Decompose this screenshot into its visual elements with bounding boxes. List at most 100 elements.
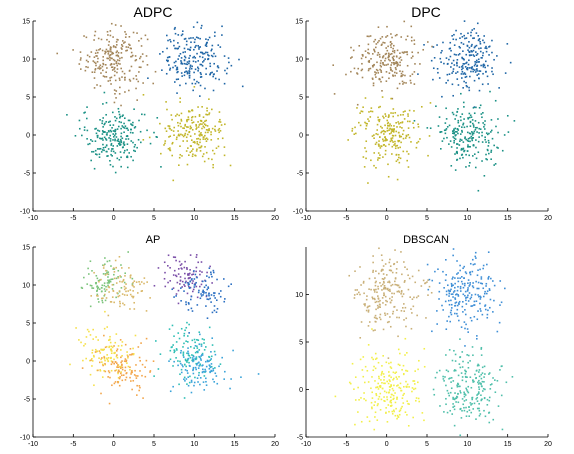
scatter-point xyxy=(396,385,398,387)
scatter-point xyxy=(467,117,470,120)
scatter-point xyxy=(108,130,110,133)
scatter-point xyxy=(395,271,398,274)
scatter-point xyxy=(94,30,97,33)
scatter-point xyxy=(203,52,206,55)
y-tick-label: 10 xyxy=(295,57,303,64)
scatter-point xyxy=(461,376,464,378)
scatter-point xyxy=(377,41,379,44)
scatter-point xyxy=(484,290,486,293)
scatter-point xyxy=(109,34,112,37)
scatter-point xyxy=(123,72,126,75)
scatter-point xyxy=(205,380,207,383)
scatter-point xyxy=(120,104,122,107)
scatter-point xyxy=(219,46,222,48)
scatter-point xyxy=(390,64,392,66)
scatter-point xyxy=(483,123,486,126)
scatter-point xyxy=(431,330,433,333)
scatter-point xyxy=(193,86,196,88)
scatter-point xyxy=(109,48,112,50)
scatter-point xyxy=(91,357,93,360)
scatter-point xyxy=(197,60,200,62)
scatter-point xyxy=(94,282,97,284)
scatter-point xyxy=(190,150,193,152)
scatter-point xyxy=(214,292,216,294)
scatter-point xyxy=(398,364,401,367)
scatter-point xyxy=(199,273,201,276)
scatter-point xyxy=(120,25,122,27)
scatter-point xyxy=(194,57,197,59)
scatter-point xyxy=(497,405,500,407)
scatter-point xyxy=(118,59,121,62)
scatter-point xyxy=(110,345,113,348)
scatter-point xyxy=(461,305,464,308)
scatter-point xyxy=(468,89,471,92)
scatter-point xyxy=(203,291,205,293)
scatter-point xyxy=(210,363,213,365)
scatter-point xyxy=(111,66,114,68)
scatter-point xyxy=(128,89,130,92)
scatter-point xyxy=(369,116,372,118)
scatter-point xyxy=(382,373,385,375)
scatter-point xyxy=(138,119,140,122)
scatter-point xyxy=(190,119,193,122)
scatter-point xyxy=(205,124,207,127)
scatter-point xyxy=(386,300,388,303)
scatter-point xyxy=(115,369,118,371)
scatter-point xyxy=(497,131,499,134)
y-tick-label: 10 xyxy=(22,57,30,64)
scatter-point xyxy=(208,364,211,366)
scatter-point xyxy=(386,380,388,383)
scatter-point xyxy=(177,360,179,362)
scatter-point xyxy=(192,369,194,372)
scatter-point xyxy=(101,65,104,68)
scatter-point xyxy=(458,300,461,303)
scatter-point xyxy=(376,419,379,421)
scatter-point xyxy=(391,61,393,64)
scatter-point xyxy=(377,152,380,154)
scatter-point xyxy=(192,358,195,361)
scatter-point xyxy=(176,92,178,94)
scatter-point xyxy=(371,296,374,299)
scatter-point xyxy=(171,288,174,291)
scatter-point xyxy=(199,285,201,288)
scatter-point xyxy=(464,282,466,285)
scatter-point xyxy=(479,70,482,72)
scatter-point xyxy=(187,147,189,149)
scatter-point xyxy=(166,108,168,111)
scatter-point xyxy=(382,63,384,66)
scatter-point xyxy=(188,277,190,279)
scatter-point xyxy=(134,150,136,153)
scatter-point xyxy=(117,369,120,372)
scatter-point xyxy=(466,68,469,71)
scatter-point xyxy=(129,368,131,371)
scatter-point xyxy=(454,312,456,315)
scatter-point xyxy=(375,317,377,319)
scatter-point xyxy=(197,67,200,70)
scatter-point xyxy=(69,363,71,366)
scatter-point xyxy=(482,267,484,270)
scatter-point xyxy=(411,275,414,278)
scatter-point xyxy=(179,97,181,100)
scatter-point xyxy=(385,64,388,66)
x-tick-label: 10 xyxy=(190,441,198,448)
scatter-point xyxy=(104,263,106,266)
scatter-point xyxy=(196,52,198,55)
scatter-point xyxy=(94,52,97,54)
scatter-point xyxy=(452,70,454,73)
scatter-point xyxy=(125,372,128,375)
scatter-point xyxy=(483,41,486,44)
scatter-point xyxy=(480,373,483,376)
scatter-point xyxy=(362,356,365,358)
scatter-point xyxy=(394,140,396,143)
scatter-point xyxy=(487,64,489,67)
scatter-point xyxy=(367,182,369,184)
scatter-point xyxy=(209,265,211,268)
scatter-point xyxy=(398,139,401,142)
scatter-point xyxy=(461,68,463,71)
scatter-point xyxy=(211,158,213,161)
scatter-point xyxy=(212,367,215,370)
scatter-point xyxy=(94,140,97,142)
scatter-point xyxy=(188,272,191,275)
scatter-point xyxy=(481,385,483,388)
scatter-point xyxy=(399,382,402,385)
